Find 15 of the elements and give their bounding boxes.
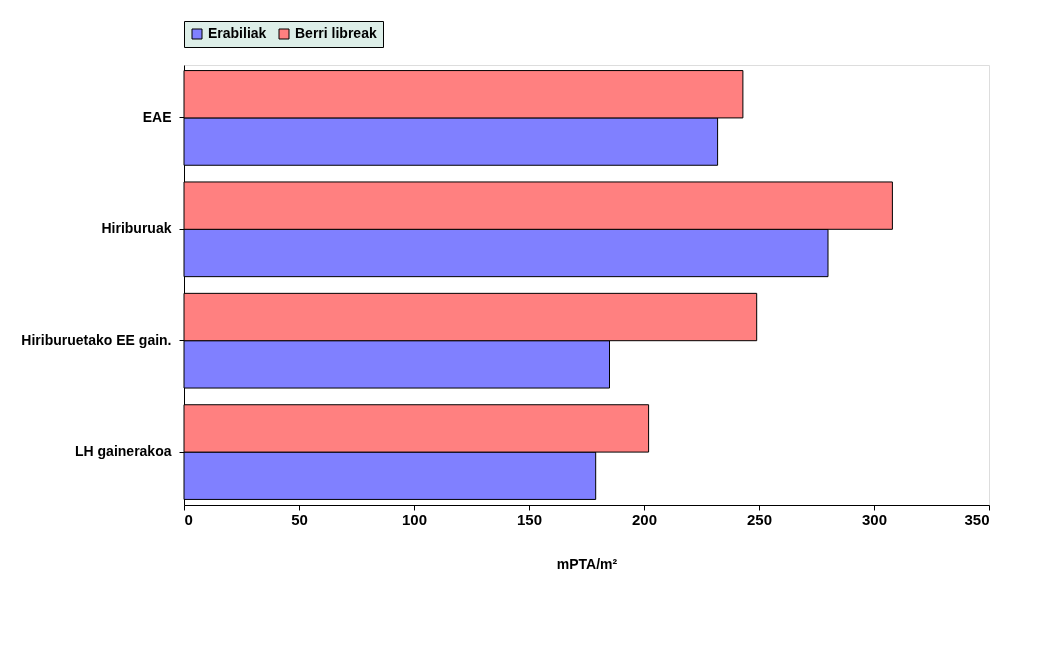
x-tick-label: 150 — [516, 510, 543, 528]
x-axis-title: mPTA/m² — [556, 555, 618, 572]
x-tick-label: 0 — [184, 510, 193, 528]
y-tick-label: EAE — [142, 108, 172, 125]
x-tick-label: 50 — [291, 510, 308, 528]
x-tick-label: 250 — [746, 510, 773, 528]
x-tick-label: 100 — [401, 510, 428, 528]
x-tick-label: 200 — [631, 510, 658, 528]
y-tick-label: Hiriburuetako EE gain. — [21, 331, 172, 348]
x-tick-label: 300 — [861, 510, 888, 528]
y-tick-label: LH gainerakoa — [75, 443, 172, 460]
y-tick-label: Hiriburuak — [101, 220, 172, 237]
legend-label: Berri libreak — [295, 25, 377, 41]
x-tick-label: 350 — [964, 510, 990, 528]
legend-label: Erabiliak — [208, 25, 267, 41]
